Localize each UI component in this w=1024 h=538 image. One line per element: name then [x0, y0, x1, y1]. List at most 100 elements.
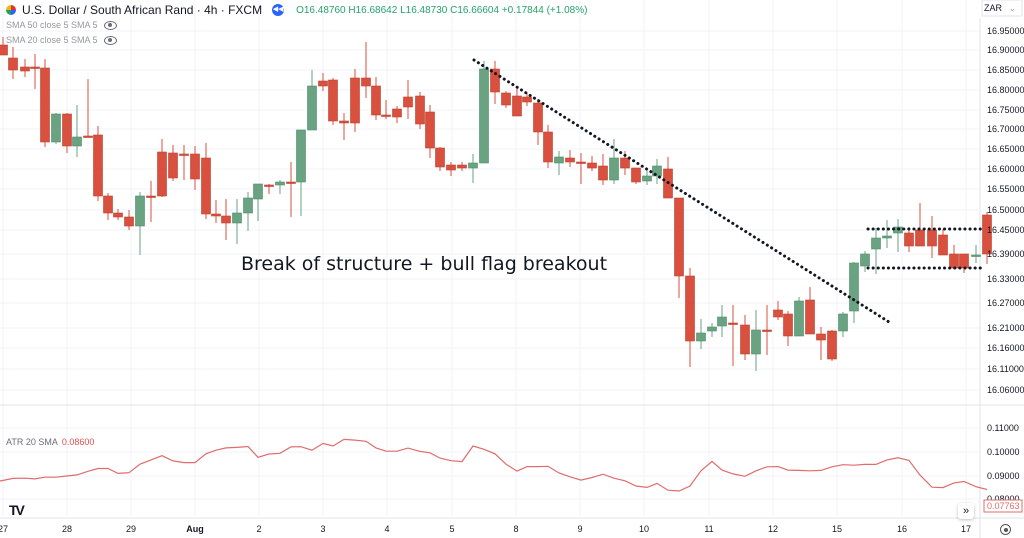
candle-body [275, 181, 285, 186]
price-axis-label: 16.70000 [987, 124, 1024, 134]
candle-body [296, 129, 306, 183]
time-axis-label: 27 [0, 524, 8, 534]
time-axis-label: 3 [320, 524, 325, 534]
candle-body [307, 85, 317, 131]
price-axis-label: 16.80000 [987, 85, 1024, 95]
price-axis-label: 16.33000 [987, 274, 1024, 284]
candle-body [457, 164, 467, 169]
price-axis-label: 16.85000 [987, 65, 1024, 75]
candle-body [83, 135, 93, 138]
candle-body [72, 136, 82, 147]
candle-body [30, 66, 40, 69]
price-axis-label: 16.27000 [987, 298, 1024, 308]
price-axis-label: 16.60000 [987, 164, 1024, 174]
candle-body [587, 162, 597, 169]
time-axis-label: 12 [768, 524, 778, 534]
time-axis-label: 4 [384, 524, 389, 534]
candle-body [435, 147, 445, 168]
chart-header: U.S. Dollar / South African Rand · 4h · … [6, 3, 587, 17]
time-axis-label: 11 [704, 524, 713, 534]
symbol-title[interactable]: U.S. Dollar / South African Rand · 4h · … [22, 3, 263, 17]
candle-body [446, 164, 456, 171]
atr-value: 0.08600 [61, 437, 95, 447]
indicator-sma20[interactable]: SMA 20 close 5 SMA 5 [6, 35, 117, 45]
time-axis-label: 2 [256, 524, 261, 534]
atr-last-value-box [983, 499, 1023, 513]
candle-body [783, 313, 793, 337]
candle-body [381, 114, 391, 117]
candle-body [371, 85, 381, 116]
time-axis-label: Aug [186, 524, 204, 534]
atr-legend[interactable]: ATR 20 SMA 0.08600 [6, 437, 94, 447]
candle-body [959, 253, 969, 269]
candle-body [849, 262, 859, 312]
ohlc-values: O16.48760 H16.68642 L16.48730 C16.66604 … [296, 4, 588, 16]
candle-body [51, 113, 61, 143]
candle-body [232, 212, 242, 224]
candle-body [190, 153, 200, 180]
time-axis-label: 15 [832, 524, 842, 534]
atr-axis-label: 0.10000 [987, 447, 1020, 457]
candle-body [339, 120, 349, 124]
currency-label: ZAR [984, 3, 1002, 13]
candle-body [794, 300, 804, 337]
candle-body [479, 68, 489, 164]
time-axis-label: 16 [897, 524, 907, 534]
price-axis-label: 16.06000 [987, 385, 1024, 395]
candle-body [707, 326, 717, 332]
gear-icon[interactable] [1000, 524, 1011, 535]
chart-annotation[interactable]: Break of structure + bull flag breakout [241, 253, 608, 275]
candle-body [838, 313, 848, 332]
candle-body [971, 254, 981, 257]
candle-body [62, 113, 72, 147]
eye-hidden-icon[interactable] [103, 20, 117, 30]
currency-selector[interactable]: ZAR ⌄ [984, 3, 1016, 13]
time-axis-label: 29 [126, 524, 136, 534]
replay-icon[interactable]: ◀◀ [272, 4, 285, 16]
candle-body [135, 195, 145, 227]
candle-body [168, 152, 178, 179]
atr-axis-label: 0.09000 [987, 471, 1020, 481]
price-axis-label: 16.95000 [987, 26, 1024, 36]
candle-body [982, 214, 992, 255]
candle-body [425, 111, 435, 149]
candle-body [652, 165, 662, 177]
candle-body [762, 329, 772, 332]
price-axis-label: 16.55000 [987, 184, 1024, 194]
time-axis-label: 28 [62, 524, 72, 534]
candle-body [543, 131, 553, 163]
candle-body [243, 197, 253, 214]
candle-body [642, 175, 652, 182]
candle-body [124, 216, 134, 227]
candle-body [728, 322, 738, 325]
candle-body [674, 197, 684, 277]
candle-body [609, 157, 619, 181]
candle-body [938, 234, 948, 256]
price-axis-label: 16.75000 [987, 105, 1024, 115]
time-axis-label: 5 [449, 524, 454, 534]
candle-body [490, 68, 500, 93]
candle-body [103, 195, 113, 214]
candle-body [253, 183, 263, 200]
candle-body [361, 77, 371, 87]
candle-body [751, 329, 761, 355]
indicator-sma50[interactable]: SMA 50 close 5 SMA 5 [6, 20, 117, 30]
candle-body [40, 67, 50, 143]
currency-box [981, 0, 1023, 17]
candle-body [328, 79, 338, 122]
price-axis-label: 16.65000 [987, 144, 1024, 154]
candle-body [827, 330, 837, 360]
candle-body [8, 57, 18, 71]
price-axis-label: 16.50000 [987, 205, 1024, 215]
chevron-down-icon: ⌄ [1009, 4, 1016, 13]
candle-body [512, 95, 522, 117]
indicator-label: SMA 50 close 5 SMA 5 [6, 20, 98, 30]
candle-body [696, 332, 706, 342]
candle-body [927, 229, 937, 247]
candle-body [415, 95, 425, 125]
candle-body [179, 153, 189, 156]
scroll-to-realtime-button[interactable]: » [958, 503, 974, 519]
eye-hidden-icon[interactable] [103, 35, 117, 45]
tradingview-logo[interactable]: TV [9, 502, 25, 518]
